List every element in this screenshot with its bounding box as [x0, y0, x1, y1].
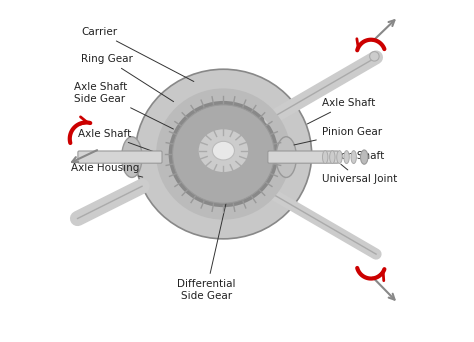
Ellipse shape — [122, 137, 142, 177]
Ellipse shape — [276, 137, 296, 177]
Ellipse shape — [360, 150, 368, 164]
Text: Pinion Gear: Pinion Gear — [294, 127, 382, 145]
Text: Differential
Side Gear: Differential Side Gear — [177, 202, 236, 301]
Ellipse shape — [351, 150, 356, 163]
Ellipse shape — [198, 129, 249, 173]
Text: Axle Shaft: Axle Shaft — [78, 129, 153, 152]
Text: Universal Joint: Universal Joint — [322, 164, 397, 184]
Ellipse shape — [135, 69, 311, 239]
Text: Ring Gear: Ring Gear — [81, 54, 173, 102]
Ellipse shape — [173, 105, 274, 203]
Ellipse shape — [159, 91, 288, 217]
Text: Pinion Shaft: Pinion Shaft — [294, 151, 384, 162]
FancyBboxPatch shape — [78, 151, 162, 163]
FancyBboxPatch shape — [268, 151, 338, 163]
Ellipse shape — [344, 150, 349, 163]
Ellipse shape — [337, 150, 342, 163]
Ellipse shape — [322, 150, 328, 163]
Ellipse shape — [329, 150, 335, 163]
Text: Carrier: Carrier — [81, 27, 194, 81]
Ellipse shape — [212, 141, 235, 160]
Text: Axle Shaft: Axle Shaft — [307, 98, 375, 124]
Ellipse shape — [370, 52, 379, 61]
Text: Axle Housing: Axle Housing — [71, 162, 143, 177]
Text: Axle Shaft
Side Gear: Axle Shaft Side Gear — [74, 82, 173, 129]
